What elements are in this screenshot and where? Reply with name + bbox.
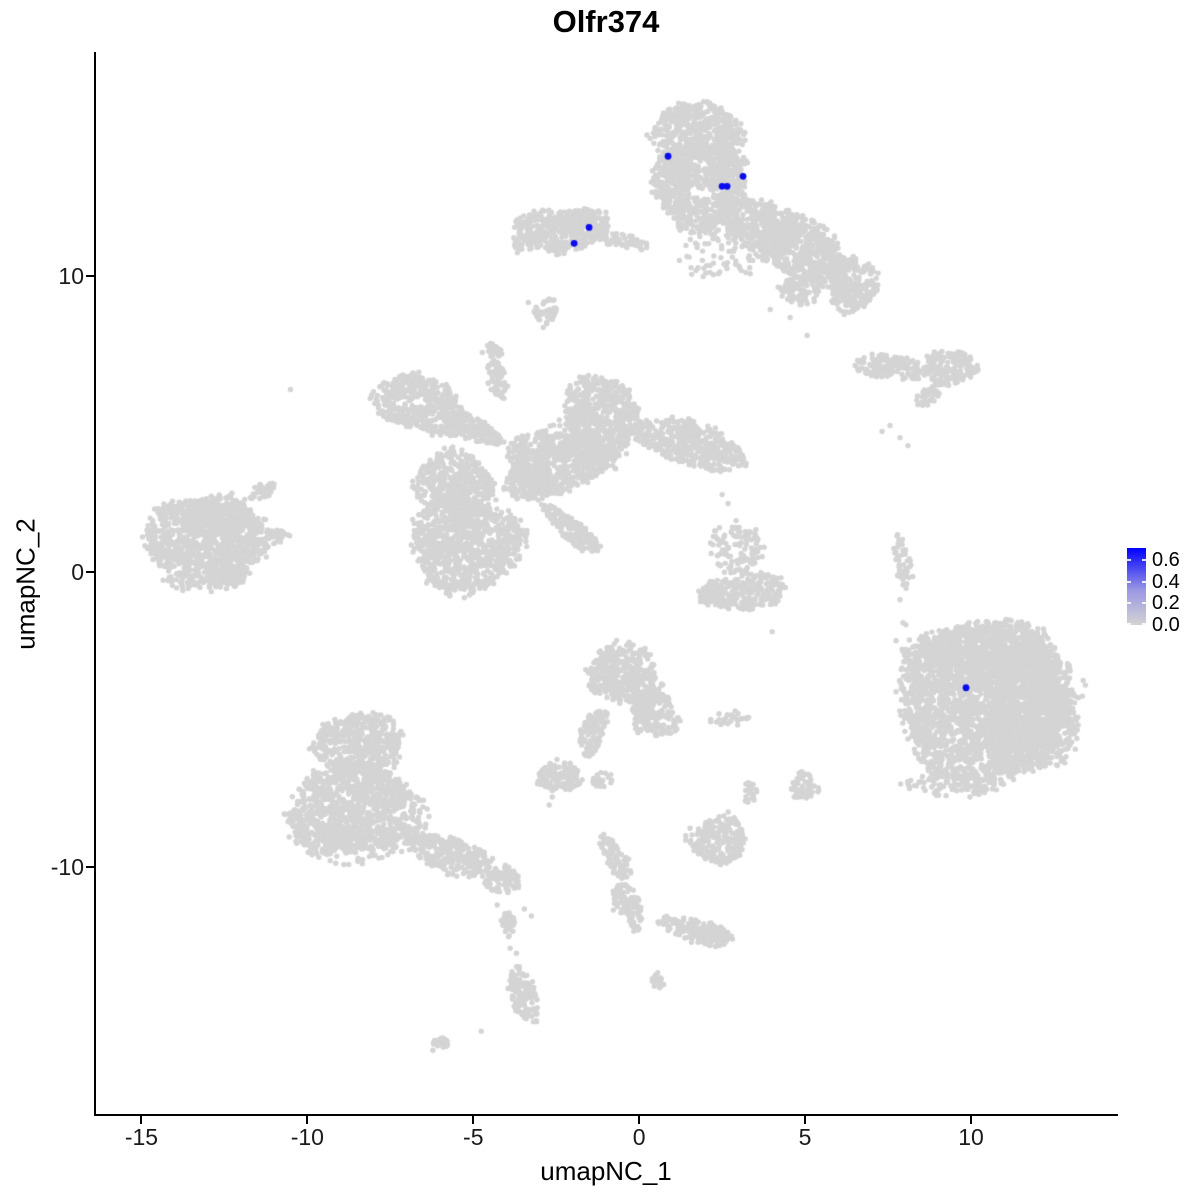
y-tick-label: 10 xyxy=(58,263,84,290)
x-tick-label: 5 xyxy=(798,1124,812,1150)
x-tick-label: 0 xyxy=(632,1124,646,1150)
legend-tick-label: 0.6 xyxy=(1152,548,1180,571)
y-tick-label: 0 xyxy=(71,558,84,585)
x-tick-label: -10 xyxy=(290,1124,324,1150)
x-tick-mark xyxy=(970,1116,972,1124)
y-tick-mark xyxy=(86,275,94,278)
y-tick-label: -10 xyxy=(50,853,84,880)
x-tick-mark xyxy=(804,1116,807,1124)
colorbar-tick-mark xyxy=(1142,580,1146,583)
y-tick-mark xyxy=(86,865,94,868)
y-tick-mark xyxy=(86,570,94,573)
legend-colorbar xyxy=(1127,548,1146,625)
x-axis-title: umapNC_1 xyxy=(540,1156,672,1186)
colorbar-tick-mark xyxy=(1127,558,1131,561)
x-tick-mark xyxy=(140,1116,143,1124)
colorbar-tick-mark xyxy=(1127,602,1131,605)
colorbar-tick-mark xyxy=(1127,580,1131,583)
legend-tick-label: 0.2 xyxy=(1152,592,1180,615)
x-tick-label: 10 xyxy=(958,1124,984,1150)
x-tick-mark xyxy=(472,1116,475,1124)
colorbar-tick-mark xyxy=(1142,558,1146,561)
x-axis-line xyxy=(94,1114,1118,1116)
colorbar-tick-mark xyxy=(1142,602,1146,605)
legend-tick-label: 0.0 xyxy=(1152,614,1180,636)
x-tick-label: -15 xyxy=(124,1124,159,1150)
legend-tick-label: 0.4 xyxy=(1152,570,1180,593)
colorbar-tick-mark xyxy=(1142,623,1146,625)
y-axis-title: umapNC_2 xyxy=(10,518,41,650)
x-tick-label: -5 xyxy=(463,1124,484,1150)
plot-title: Olfr374 xyxy=(552,4,660,39)
x-tick-mark xyxy=(638,1116,641,1124)
y-axis-line xyxy=(94,52,96,1116)
colorbar-tick-mark xyxy=(1127,623,1131,625)
x-tick-mark xyxy=(306,1116,309,1124)
